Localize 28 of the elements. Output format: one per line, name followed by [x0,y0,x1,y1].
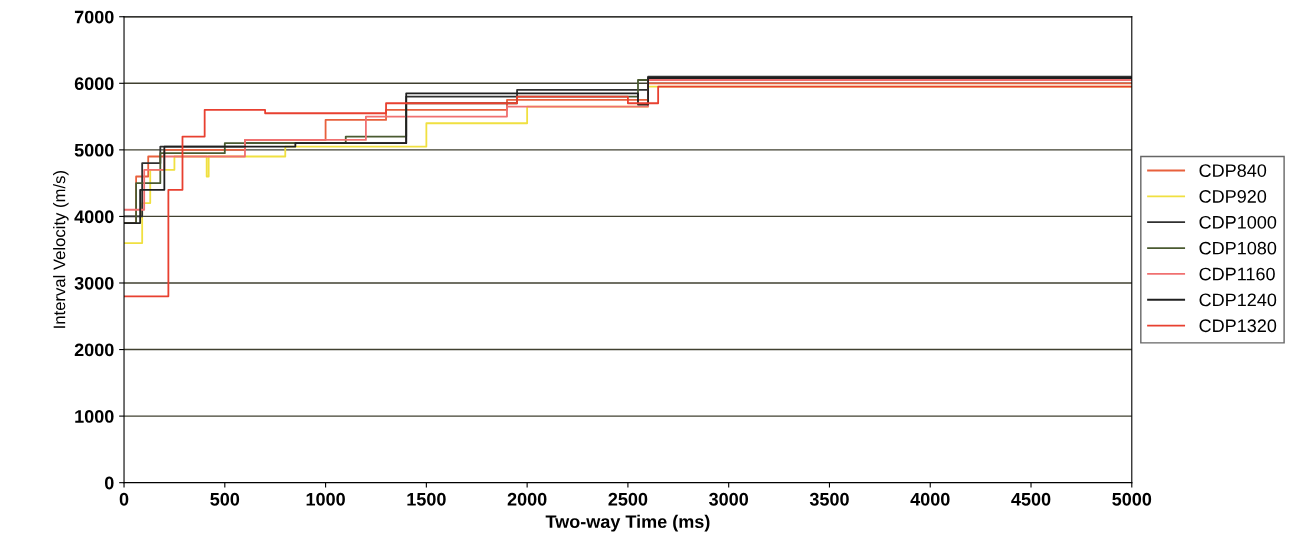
x-tick-label: 0 [119,492,129,506]
x-tick-label: 1500 [407,492,446,506]
legend-label: CDP1000 [1199,215,1277,229]
y-tick-label: 1000 [75,410,114,423]
legend-label: CDP1160 [1199,267,1275,281]
y-tick-label: 2000 [74,343,114,357]
x-tick-label: 1000 [306,492,345,506]
x-tick-label: 4500 [1011,492,1051,506]
y-tick-label: 0 [104,476,114,490]
y-tick-label: 7000 [74,10,114,24]
y-tick-label: 4000 [74,210,114,224]
x-tick-label: 3500 [809,492,849,506]
x-axis-title: Two-way Time (ms) [545,514,710,532]
legend-label: CDP920 [1199,190,1267,203]
x-tick-label: 4000 [910,492,950,506]
y-axis-title: Interval Velocity (m/s) [53,171,69,328]
x-tick-label: 2500 [608,492,648,506]
x-tick-label: 2000 [507,492,547,506]
legend-label: CDP840 [1199,164,1267,177]
y-tick-label: 6000 [74,77,114,91]
legend-label: CDP1080 [1199,241,1277,255]
y-tick-label: 3000 [74,276,114,290]
legend-label: CDP1240 [1199,293,1277,307]
x-tick-label: 5000 [1112,492,1152,506]
x-tick-label: 3000 [709,492,749,506]
x-tick-label: 500 [210,492,240,506]
legend-label: CDP1320 [1199,319,1277,333]
y-tick-label: 5000 [74,143,114,157]
